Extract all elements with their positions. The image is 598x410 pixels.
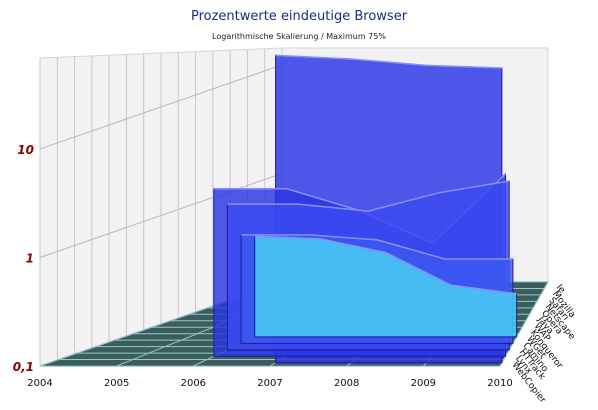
y-tick-label: 0,1 (13, 360, 34, 374)
y-gridline (39, 64, 283, 150)
x-tick-label: 2004 (27, 378, 52, 389)
series-ridge (275, 54, 502, 69)
chart-subtitle: Logarithmische Skalierung / Maximum 75% (212, 32, 386, 41)
y-tick-label: 10 (17, 143, 34, 157)
series-ridge (254, 235, 517, 295)
series-ridge (241, 234, 513, 260)
x-tick-label: 2005 (104, 378, 129, 389)
x-tick-label: 2006 (181, 378, 206, 389)
chart-title: Prozentwerte eindeutige Browser (190, 9, 408, 24)
x-tick-label: 2007 (257, 378, 282, 389)
series-ridge (227, 180, 510, 212)
y-gridline (39, 173, 283, 258)
y-tick-label: 1 (26, 251, 34, 265)
x-tick-label: 2010 (487, 378, 512, 389)
floor-grid-line (499, 281, 549, 367)
x-tick-label: 2008 (334, 378, 359, 389)
x-tick-label: 2009 (411, 378, 436, 389)
